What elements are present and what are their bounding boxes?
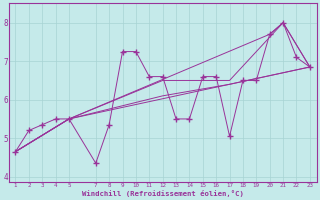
X-axis label: Windchill (Refroidissement éolien,°C): Windchill (Refroidissement éolien,°C): [82, 190, 244, 197]
